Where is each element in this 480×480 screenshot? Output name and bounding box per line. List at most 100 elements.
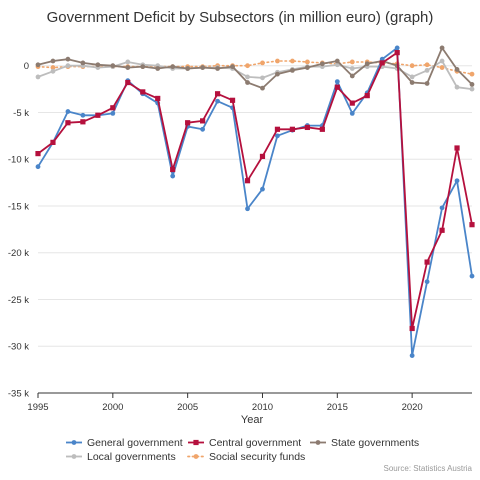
data-point: [454, 178, 460, 184]
data-point: [80, 60, 86, 66]
data-point: [50, 68, 56, 74]
y-axis-ticks: 0 -5 k -10 k -15 k -20 k -25 k -30 k -35 k: [8, 61, 29, 399]
data-point: [214, 91, 221, 97]
legend-marker: [71, 454, 77, 459]
legend-label: General government: [87, 437, 183, 449]
data-point: [469, 273, 475, 279]
legend-marker: [193, 439, 199, 446]
data-point: [125, 65, 131, 70]
x-tick-label: 2010: [252, 402, 273, 413]
data-point: [334, 62, 340, 68]
data-point: [215, 66, 220, 71]
data-point: [289, 126, 296, 132]
data-point: [95, 112, 101, 118]
data-point: [424, 279, 430, 285]
data-point: [35, 74, 41, 80]
legend-label: State governments: [331, 437, 419, 449]
x-axis-ticks: 1995 2000 2005 2010 2015 2020: [27, 393, 423, 413]
data-point: [80, 112, 86, 118]
data-point: [439, 227, 445, 233]
data-point: [230, 64, 235, 70]
data-point: [65, 63, 71, 69]
data-point: [260, 75, 265, 81]
data-point: [50, 58, 56, 64]
data-point: [349, 66, 355, 71]
series-layer: [35, 45, 475, 358]
data-point: [364, 93, 370, 99]
data-point: [200, 65, 206, 70]
data-point: [274, 126, 281, 132]
data-point: [364, 61, 370, 67]
data-point: [140, 89, 146, 95]
data-point: [424, 62, 430, 68]
data-point: [65, 56, 71, 62]
data-point: [319, 61, 325, 67]
data-point: [454, 67, 460, 72]
data-point: [334, 79, 340, 84]
data-point: [110, 105, 116, 111]
data-point: [409, 80, 415, 85]
legend-item-social-security-funds[interactable]: Social security funds: [187, 451, 305, 463]
x-tick-label: 2005: [177, 402, 198, 413]
legend-marker: [315, 440, 321, 445]
y-tick-label: -20 k: [8, 248, 29, 259]
data-point: [80, 119, 86, 125]
data-point: [334, 84, 340, 90]
data-point: [349, 100, 355, 106]
x-tick-label: 2000: [102, 402, 123, 413]
legend-item-local-governments[interactable]: Local governments: [66, 451, 176, 463]
data-point: [275, 71, 280, 77]
data-point: [185, 120, 191, 126]
data-point: [170, 166, 176, 173]
x-axis-title: Year: [241, 414, 264, 426]
data-point: [454, 145, 460, 151]
data-point: [245, 206, 250, 212]
data-point: [334, 58, 340, 64]
data-point: [409, 63, 415, 69]
data-point: [260, 186, 265, 192]
data-point: [290, 58, 295, 64]
legend-marker: [193, 454, 199, 459]
y-tick-label: -10 k: [8, 155, 29, 166]
x-tick-label: 1995: [27, 402, 48, 413]
legend-item-general-government[interactable]: General government: [66, 437, 183, 449]
data-point: [65, 120, 71, 126]
data-point: [244, 178, 251, 184]
series-line-local-governments: [37, 60, 473, 90]
data-point: [319, 126, 325, 132]
data-point: [35, 151, 41, 157]
data-point: [454, 84, 460, 90]
data-point: [304, 124, 310, 131]
data-point: [379, 60, 385, 66]
data-point: [260, 60, 265, 66]
y-tick-label: -30 k: [8, 342, 29, 353]
data-point: [110, 110, 116, 116]
data-point: [424, 259, 430, 265]
data-point: [275, 58, 280, 64]
y-tick-label: -25 k: [8, 295, 29, 306]
legend[interactable]: General government Central government Stat…: [66, 437, 419, 463]
data-point: [200, 118, 206, 124]
data-point: [349, 73, 355, 79]
data-point: [409, 353, 415, 358]
x-tick-label: 2020: [402, 402, 423, 413]
data-point: [155, 95, 161, 102]
data-point: [170, 173, 176, 179]
data-point: [439, 205, 445, 211]
data-point: [245, 63, 250, 69]
data-point: [275, 133, 280, 139]
data-point: [50, 65, 56, 70]
data-point: [259, 153, 266, 160]
legend-marker: [71, 440, 77, 445]
data-point: [469, 71, 475, 77]
data-point: [65, 109, 71, 114]
data-point: [155, 66, 161, 71]
series-line-state-governments: [37, 47, 473, 89]
legend-item-state-governments[interactable]: State governments: [310, 437, 419, 449]
data-point: [245, 74, 250, 80]
data-point: [170, 64, 176, 70]
data-point: [110, 63, 116, 69]
legend-item-central-government[interactable]: Central government: [188, 437, 301, 449]
data-point: [95, 62, 101, 68]
